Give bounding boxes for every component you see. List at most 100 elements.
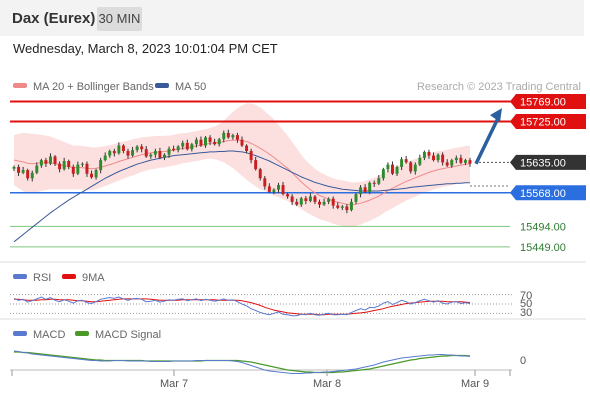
candle-body: [450, 160, 454, 166]
candle: [459, 154, 463, 165]
level-text-r1: 15725.00: [520, 117, 566, 129]
level-label-pivot: 15568.00: [510, 185, 586, 201]
candle-body: [226, 132, 230, 138]
candle-body: [185, 142, 189, 150]
candle-body: [418, 157, 422, 165]
candle: [368, 181, 372, 195]
candle-body: [17, 166, 21, 173]
candle: [140, 144, 144, 153]
candle-body: [204, 137, 208, 146]
candle-body: [167, 148, 171, 155]
candle: [121, 144, 125, 154]
candle-body: [349, 201, 353, 211]
candle-body: [176, 146, 180, 151]
candle-body: [441, 154, 445, 163]
candle: [395, 165, 399, 176]
candle: [377, 175, 381, 186]
candle-body: [368, 182, 372, 192]
candle-body: [381, 169, 385, 179]
candle: [454, 155, 458, 164]
candle: [48, 153, 52, 166]
candle: [240, 136, 244, 147]
candle-body: [363, 187, 367, 192]
candle: [108, 149, 112, 158]
candle-body: [26, 170, 30, 179]
legend-swatch-rsi: [13, 274, 27, 279]
candle: [71, 164, 75, 177]
candle: [400, 156, 404, 171]
candle: [313, 195, 317, 205]
legend-rsi: RSI: [33, 272, 51, 284]
candle-body: [436, 154, 440, 161]
candle: [299, 196, 303, 207]
candle-body: [331, 198, 335, 206]
candle-body: [245, 145, 249, 152]
candle: [327, 197, 331, 205]
candle-body: [21, 170, 25, 173]
candle-body: [62, 161, 66, 170]
candle-body: [445, 162, 449, 166]
level-label-r2: 15769.00: [510, 94, 586, 110]
candle: [126, 148, 130, 159]
candle: [450, 158, 454, 168]
candle: [85, 161, 89, 177]
candle-body: [222, 132, 226, 140]
candle: [103, 152, 107, 162]
level-text-s1: 15494.00: [520, 221, 566, 233]
candle-body: [254, 160, 258, 170]
candle: [80, 162, 84, 167]
timeframe-button[interactable]: 30 MIN: [97, 7, 142, 31]
candle: [199, 136, 203, 147]
candle: [245, 144, 249, 154]
candle: [436, 153, 440, 163]
candle: [35, 162, 39, 175]
candle-body: [354, 194, 358, 202]
candle: [149, 153, 153, 159]
candle: [117, 142, 121, 155]
candle: [295, 198, 299, 206]
ma50-line: [13, 150, 470, 243]
legend-macd-signal: MACD Signal: [95, 329, 161, 341]
candle: [363, 184, 367, 194]
candle: [413, 162, 417, 175]
candle: [258, 167, 262, 181]
rsi-panel: [10, 294, 512, 317]
level-text-s2: 15449.00: [520, 242, 566, 254]
candle: [26, 168, 30, 181]
legend-swatch-rsi-9ma: [62, 274, 76, 279]
candle: [58, 161, 62, 173]
candle-body: [459, 157, 463, 163]
candle-body: [149, 154, 153, 157]
candle: [290, 194, 294, 206]
candle: [286, 192, 290, 199]
candle: [349, 198, 353, 212]
candle: [208, 135, 212, 146]
candle-body: [413, 164, 417, 172]
candle: [276, 182, 280, 193]
candle-body: [318, 201, 322, 205]
candle-body: [422, 151, 426, 158]
candle: [172, 145, 176, 152]
top-bar: Dax (Eurex) 30 MIN: [0, 0, 584, 36]
rsi-line: [13, 296, 471, 317]
candle-body: [162, 154, 166, 158]
candle-body: [286, 194, 290, 197]
candle: [90, 170, 94, 179]
candle-body: [39, 160, 43, 166]
candle: [427, 149, 431, 159]
candle-body: [140, 146, 144, 150]
candle: [281, 181, 285, 196]
candle-body: [313, 196, 317, 202]
candle-body: [117, 145, 121, 154]
candle: [222, 130, 226, 143]
candle-body: [172, 148, 176, 151]
candle-body: [121, 145, 125, 152]
candle-body: [258, 169, 262, 179]
candle: [318, 199, 322, 208]
candle: [94, 168, 98, 180]
candle: [267, 183, 271, 194]
candle-body: [231, 135, 235, 138]
level-label-r1: 15725.00: [510, 114, 586, 130]
candle-body: [44, 160, 48, 164]
